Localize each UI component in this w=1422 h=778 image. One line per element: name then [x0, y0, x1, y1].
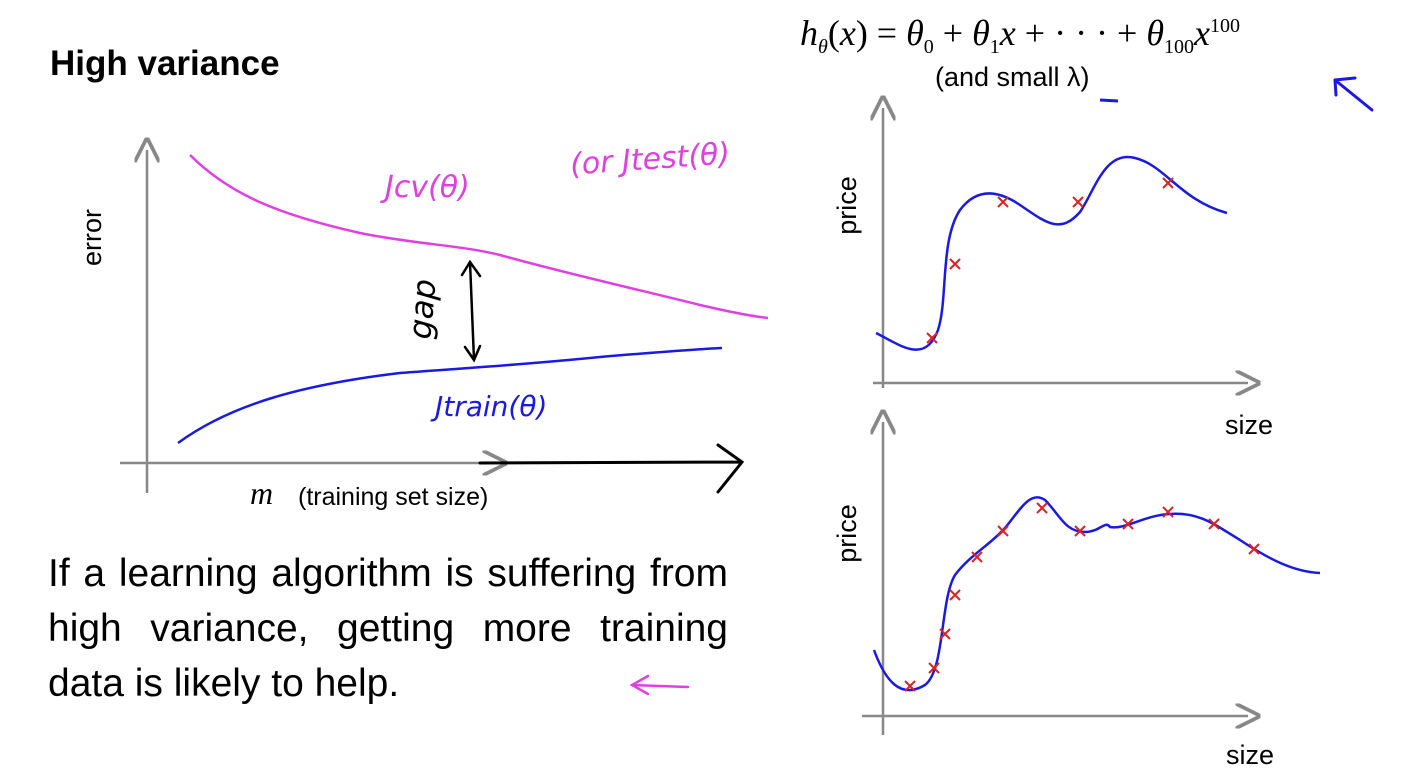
data-points	[926, 177, 1174, 344]
price-axis-label-top: price	[831, 176, 862, 235]
x-axis-extension-arrow	[478, 443, 745, 494]
blue-arrow-icon	[1333, 76, 1374, 112]
data-point	[1162, 506, 1174, 518]
hypothesis-formula: hθ(x) = θ0 + θ1x + · · · + θ100x100	[800, 13, 1241, 59]
data-point	[949, 589, 961, 601]
lambda-underline	[1099, 98, 1119, 103]
train-error-curve	[177, 346, 723, 445]
magenta-arrow-icon	[629, 674, 690, 696]
x-axis-label: (training set size)	[298, 483, 489, 511]
gap-label: gap	[400, 277, 444, 341]
y-axis-label: error	[77, 208, 108, 267]
data-point	[1122, 518, 1134, 530]
overfit-curve	[875, 155, 1228, 351]
size-axis-label-top: size	[1225, 410, 1274, 440]
data-point	[1074, 525, 1086, 537]
data-point	[928, 662, 940, 674]
cv-error-curve	[189, 154, 769, 320]
overfit-curve	[872, 496, 1321, 692]
data-point	[1072, 196, 1084, 208]
data-point	[926, 332, 938, 344]
data-point	[949, 258, 961, 270]
data-point	[1162, 177, 1174, 189]
cv-curve-label: Jcv(θ)	[385, 170, 470, 205]
fit-plot-top	[873, 108, 1248, 388]
fit-plot-bottom	[862, 422, 1321, 735]
train-curve-label: Jtrain(θ)	[435, 390, 548, 423]
slide-title: High variance	[50, 44, 280, 83]
data-point	[997, 525, 1009, 537]
gap-arrow-icon	[460, 259, 482, 363]
x-axis-symbol: m	[250, 475, 274, 511]
small-lambda-note: (and small λ)	[935, 62, 1090, 92]
data-point	[1248, 543, 1260, 555]
data-point	[939, 628, 951, 640]
data-points	[904, 502, 1260, 692]
size-axis-label-bottom: size	[1226, 740, 1275, 770]
price-axis-label-bottom: price	[831, 504, 862, 563]
conclusion-text: If a learning algorithm is suffering fro…	[48, 552, 728, 705]
data-point	[904, 680, 916, 692]
data-point	[1036, 502, 1048, 514]
data-point	[971, 551, 983, 563]
learning-curve-chart	[120, 150, 769, 494]
data-point	[997, 196, 1009, 208]
data-point	[1208, 518, 1220, 530]
